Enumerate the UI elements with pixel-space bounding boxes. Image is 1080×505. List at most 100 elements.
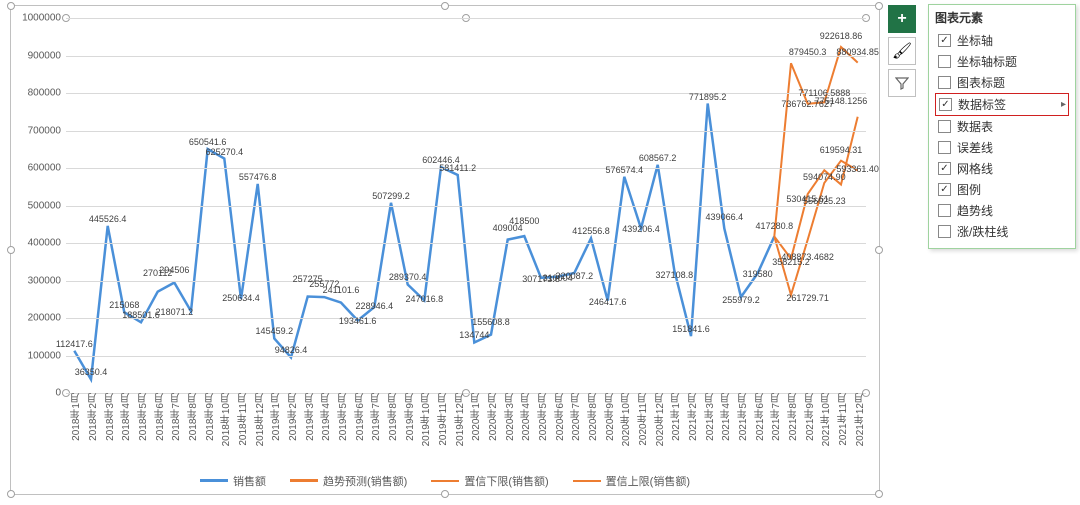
- x-tick-label: 2018年3月: [103, 393, 118, 441]
- panel-item[interactable]: 图表标题: [935, 72, 1069, 93]
- x-tick-label: 2021年12月: [853, 393, 868, 446]
- y-tick-label: 700000: [28, 125, 61, 136]
- add-element-button[interactable]: +: [888, 5, 916, 33]
- panel-item[interactable]: 误差线: [935, 137, 1069, 158]
- panel-item[interactable]: 图例: [935, 179, 1069, 200]
- x-tick-label: 2020年6月: [553, 393, 568, 441]
- panel-item[interactable]: 数据表: [935, 116, 1069, 137]
- legend[interactable]: 销售额 趋势预测(销售额) 置信下限(销售额) 置信上限(销售额): [11, 473, 879, 490]
- x-tick-label: 2021年11月: [836, 393, 851, 446]
- x-tick-label: 2019年3月: [303, 393, 318, 441]
- x-tick-label: 2021年6月: [753, 393, 768, 441]
- chart-tools: + 🖌: [888, 5, 918, 101]
- x-tick-label: 2018年1月: [69, 393, 84, 441]
- panel-item[interactable]: 趋势线: [935, 200, 1069, 221]
- legend-swatch: [431, 480, 459, 482]
- grid-line: [66, 93, 866, 94]
- legend-label: 置信下限(销售额): [464, 473, 548, 489]
- x-tick-label: 2020年2月: [486, 393, 501, 441]
- filter-button[interactable]: [888, 69, 916, 97]
- x-tick-label: 2019年8月: [386, 393, 401, 441]
- selection-handle[interactable]: [7, 2, 15, 10]
- x-tick-label: 2020年8月: [586, 393, 601, 441]
- selection-handle[interactable]: [441, 490, 449, 498]
- panel-title: 图表元素: [935, 9, 1069, 26]
- legend-label: 销售额: [233, 473, 266, 489]
- x-tick-label: 2019年10月: [419, 393, 434, 446]
- chart-elements-panel[interactable]: 图表元素 坐标轴坐标轴标题图表标题数据标签▸ 数据表误差线网格线图例趋势线涨/跌柱…: [928, 4, 1076, 249]
- selection-handle[interactable]: [7, 490, 15, 498]
- checkbox-icon[interactable]: [938, 183, 951, 196]
- x-tick-label: 2021年2月: [686, 393, 701, 441]
- panel-item[interactable]: 坐标轴: [935, 30, 1069, 51]
- y-tick-label: 300000: [28, 275, 61, 286]
- panel-item-label: 图例: [957, 181, 981, 198]
- x-tick-label: 2019年2月: [286, 393, 301, 441]
- grid-line: [66, 168, 866, 169]
- y-tick-label: 600000: [28, 163, 61, 174]
- sales-line[interactable]: [74, 104, 774, 380]
- y-tick-label: 500000: [28, 200, 61, 211]
- x-tick-label: 2020年1月: [469, 393, 484, 441]
- legend-item[interactable]: 销售额: [200, 473, 266, 489]
- style-button[interactable]: 🖌: [888, 37, 916, 65]
- x-tick-label: 2021年1月: [669, 393, 684, 441]
- x-tick-label: 2021年5月: [736, 393, 751, 441]
- forecast-line[interactable]: [774, 117, 857, 259]
- x-tick-label: 2020年3月: [503, 393, 518, 441]
- panel-item[interactable]: 网格线: [935, 158, 1069, 179]
- x-axis: 2018年1月2018年2月2018年3月2018年4月2018年5月2018年…: [66, 391, 866, 456]
- checkbox-icon[interactable]: [938, 141, 951, 154]
- x-tick-label: 2018年5月: [136, 393, 151, 441]
- x-tick-label: 2019年1月: [269, 393, 284, 441]
- selection-handle[interactable]: [875, 2, 883, 10]
- y-tick-label: 200000: [28, 313, 61, 324]
- legend-item[interactable]: 置信下限(销售额): [431, 473, 548, 489]
- grid-line: [66, 356, 866, 357]
- checkbox-icon[interactable]: [939, 98, 952, 111]
- x-tick-label: 2019年12月: [453, 393, 468, 446]
- y-tick-label: 900000: [28, 50, 61, 61]
- y-tick-label: 400000: [28, 238, 61, 249]
- grid-line: [66, 281, 866, 282]
- x-tick-label: 2019年5月: [336, 393, 351, 441]
- checkbox-icon[interactable]: [938, 162, 951, 175]
- x-tick-label: 2020年10月: [619, 393, 634, 446]
- x-tick-label: 2018年11月: [236, 393, 251, 446]
- x-tick-label: 2018年2月: [86, 393, 101, 441]
- panel-item[interactable]: 数据标签▸: [935, 93, 1069, 116]
- panel-item[interactable]: 涨/跌柱线: [935, 221, 1069, 242]
- panel-item-label: 涨/跌柱线: [957, 223, 1008, 240]
- plot-area[interactable]: 112417.636350.4445526.4215068188501.6270…: [66, 18, 866, 393]
- x-tick-label: 2021年9月: [803, 393, 818, 441]
- selection-handle[interactable]: [441, 2, 449, 10]
- checkbox-icon[interactable]: [938, 120, 951, 133]
- panel-item-label: 数据表: [957, 118, 993, 135]
- grid-line: [66, 56, 866, 57]
- legend-item[interactable]: 趋势预测(销售额): [290, 473, 407, 489]
- grid-line: [66, 206, 866, 207]
- checkbox-icon[interactable]: [938, 55, 951, 68]
- legend-swatch: [200, 479, 228, 482]
- y-tick-label: 1000000: [22, 13, 61, 24]
- panel-item[interactable]: 坐标轴标题: [935, 51, 1069, 72]
- chart-container[interactable]: 0 100000 200000 300000 400000 500000 600000 700…: [10, 5, 880, 495]
- selection-handle[interactable]: [875, 490, 883, 498]
- checkbox-icon[interactable]: [938, 76, 951, 89]
- y-axis: 0100000200000300000400000500000600000700…: [11, 18, 66, 393]
- y-tick-label: 0: [55, 388, 61, 399]
- checkbox-icon[interactable]: [938, 204, 951, 217]
- legend-swatch: [290, 479, 318, 482]
- x-tick-label: 2020年11月: [636, 393, 651, 446]
- checkbox-icon[interactable]: [938, 225, 951, 238]
- y-tick-label: 100000: [28, 350, 61, 361]
- legend-item[interactable]: 置信上限(销售额): [573, 473, 690, 489]
- legend-label: 趋势预测(销售额): [323, 473, 407, 489]
- checkbox-icon[interactable]: [938, 34, 951, 47]
- panel-item-label: 图表标题: [957, 74, 1005, 91]
- selection-handle[interactable]: [875, 246, 883, 254]
- x-tick-label: 2019年9月: [403, 393, 418, 441]
- grid-line: [66, 318, 866, 319]
- x-tick-label: 2018年8月: [186, 393, 201, 441]
- x-tick-label: 2020年4月: [519, 393, 534, 441]
